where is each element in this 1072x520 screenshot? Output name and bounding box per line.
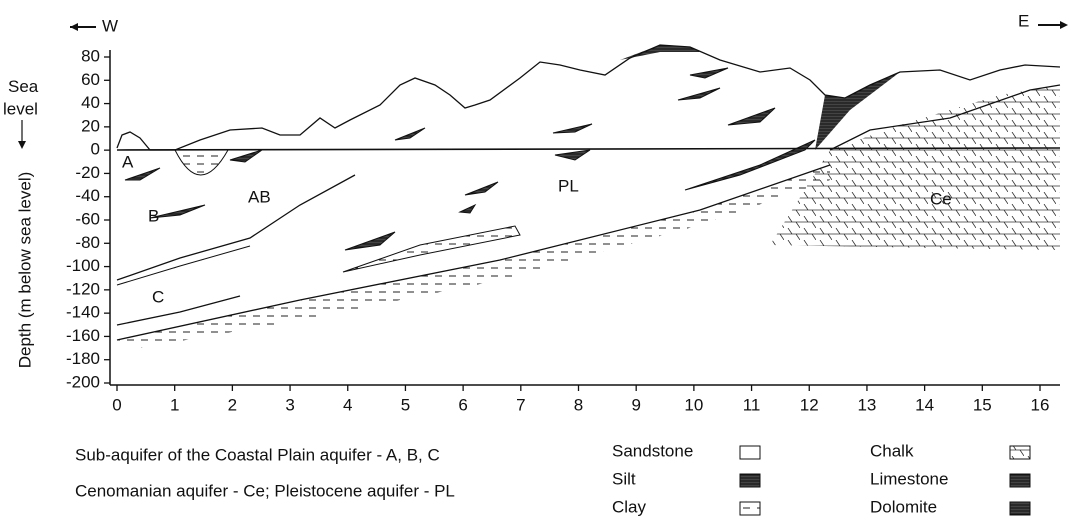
east-label: E — [1018, 11, 1029, 30]
legend-item: Silt — [612, 469, 636, 488]
legend-item: Limestone — [870, 469, 948, 488]
legend-item: Clay — [612, 497, 647, 516]
cross-section: W E Sea level Depth (m below sea level) … — [0, 0, 1072, 520]
sea-level-text: Sea — [8, 77, 39, 96]
arrow-head — [1060, 21, 1068, 29]
y-tick-label: 60 — [81, 70, 100, 89]
y-tick-label: -40 — [75, 186, 100, 205]
y-tick-label: -20 — [75, 163, 100, 182]
y-tick-label: 20 — [81, 116, 100, 135]
sea-level-arrow — [18, 141, 26, 149]
clay-fill — [175, 150, 228, 175]
unit-label: A — [122, 152, 134, 171]
y-axis-label: Depth (m below sea level) — [15, 172, 34, 369]
swatch — [1010, 502, 1030, 515]
y-tick-label: -60 — [75, 209, 100, 228]
x-tick-label: 4 — [343, 395, 352, 414]
x-tick-label: 12 — [800, 395, 819, 414]
swatch — [1010, 446, 1030, 459]
x-tick-label: 9 — [631, 395, 640, 414]
legend-item: Sandstone — [612, 441, 693, 460]
y-tick-label: 80 — [81, 46, 100, 65]
ce-chalk — [770, 85, 1060, 250]
unit-label: C — [152, 287, 164, 306]
y-tick-label: -80 — [75, 233, 100, 252]
unit-label: B — [148, 206, 159, 225]
legend-item: Chalk — [870, 441, 914, 460]
x-tick-label: 16 — [1031, 395, 1050, 414]
y-tick-label: -200 — [66, 372, 100, 391]
y-tick-label: -160 — [66, 326, 100, 345]
x-tick-label: 0 — [112, 395, 121, 414]
x-tick-label: 15 — [973, 395, 992, 414]
swatch — [740, 474, 760, 487]
x-tick-label: 5 — [401, 395, 410, 414]
x-tick-label: 3 — [285, 395, 294, 414]
y-tick-label: -140 — [66, 303, 100, 322]
sea-level-label: Sea — [8, 77, 39, 96]
x-tick-label: 14 — [915, 395, 934, 414]
clay-band — [117, 246, 250, 285]
swatch — [740, 446, 760, 459]
x-tick-label: 11 — [743, 395, 761, 414]
swatch — [740, 502, 760, 515]
y-tick-label: -180 — [66, 349, 100, 368]
x-tick-label: 10 — [684, 395, 703, 414]
unit-label: PL — [558, 176, 579, 195]
x-tick-label: 13 — [857, 395, 876, 414]
x-tick-label: 7 — [516, 395, 525, 414]
arrow-head — [70, 23, 78, 31]
sea-level-text: level — [3, 99, 38, 118]
west-label: W — [102, 16, 118, 35]
unit-label: AB — [248, 187, 271, 206]
y-tick-label: -120 — [66, 279, 100, 298]
x-tick-label: 6 — [458, 395, 467, 414]
legend-note: Cenomanian aquifer - Ce; Pleistocene aqu… — [75, 481, 455, 500]
x-tick-label: 8 — [574, 395, 583, 414]
swatch — [1010, 474, 1030, 487]
y-tick-label: -100 — [66, 256, 100, 275]
x-tick-label: 2 — [228, 395, 237, 414]
y-tick-label: 40 — [81, 93, 100, 112]
boundary — [117, 175, 355, 280]
legend-note: Sub-aquifer of the Coastal Plain aquifer… — [75, 445, 440, 464]
y-tick-label: 0 — [91, 140, 100, 159]
unit-label: Ce — [930, 189, 952, 208]
x-tick-label: 1 — [170, 395, 179, 414]
legend-item: Dolomite — [870, 497, 937, 516]
